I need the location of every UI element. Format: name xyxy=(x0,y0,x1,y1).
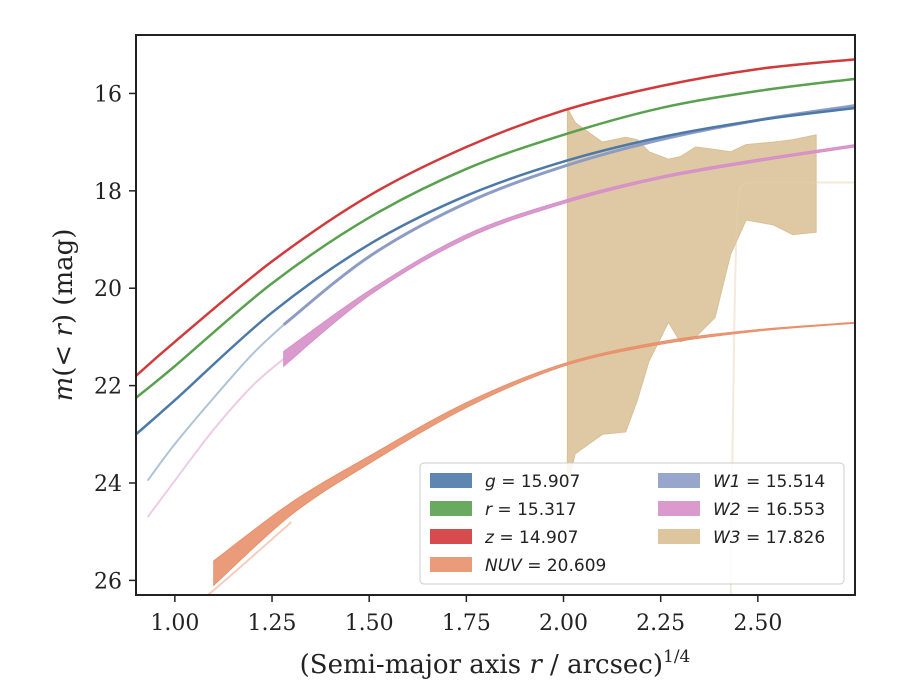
x-tick-label: 2.25 xyxy=(636,611,685,636)
legend-label-w3: W3 = 17.826 xyxy=(713,528,825,548)
legend-label-r: r = 15.317 xyxy=(485,500,577,520)
y-tick-label: 26 xyxy=(94,569,122,594)
y-tick-label: 22 xyxy=(94,375,122,400)
legend-label-w2: W2 = 16.553 xyxy=(713,500,825,520)
legend: g = 15.907 r = 15.317 z = 14.907 NUV = 20.6… xyxy=(419,462,845,585)
series-nuv-model xyxy=(206,521,293,595)
y-tick-label: 18 xyxy=(94,180,122,205)
legend-box xyxy=(419,462,845,585)
legend-label-g: g = 15.907 xyxy=(485,472,580,492)
axis-ticks: 1.00 1.25 1.50 1.75 2.00 2.25 2.50 16 18 20 22 24 26 xyxy=(94,82,782,636)
series-z-14-907 xyxy=(136,58,855,377)
legend-label-w1: W1 = 15.514 xyxy=(713,472,825,492)
series-w3-17-826 xyxy=(566,107,817,488)
plot-area xyxy=(136,58,855,595)
y-axis-label: m(< r) (mag) xyxy=(49,229,79,402)
series-g-model xyxy=(146,324,285,482)
series-w2-model xyxy=(146,358,285,518)
series-w2-16-553 xyxy=(283,144,855,368)
x-tick-label: 1.00 xyxy=(150,611,199,636)
series-g-15-907 xyxy=(136,106,855,436)
legend-swatch-nuv xyxy=(430,557,472,572)
legend-label-z: z = 14.907 xyxy=(484,528,578,548)
legend-swatch-w1 xyxy=(658,473,700,488)
legend-swatch-r xyxy=(430,501,472,516)
legend-swatch-w3 xyxy=(658,529,700,544)
x-tick-label: 1.25 xyxy=(248,611,297,636)
y-tick-label: 24 xyxy=(94,472,122,497)
x-tick-label: 2.50 xyxy=(733,611,782,636)
legend-label-nuv: NUV = 20.609 xyxy=(485,556,606,576)
y-tick-label: 16 xyxy=(94,82,122,107)
series-nuv-20-609 xyxy=(213,321,855,587)
legend-swatch-g xyxy=(430,473,472,488)
x-axis-label: (Semi-major axis r / arcsec)1/4 xyxy=(300,647,691,680)
series-w3-model xyxy=(729,180,855,595)
y-tick-label: 20 xyxy=(94,277,122,302)
x-tick-label: 1.50 xyxy=(345,611,394,636)
series-r-15-317 xyxy=(136,77,855,399)
legend-swatch-z xyxy=(430,529,472,544)
legend-swatch-w2 xyxy=(658,501,700,516)
axes-frame xyxy=(135,34,856,596)
x-tick-label: 2.00 xyxy=(539,611,588,636)
x-tick-label: 1.75 xyxy=(442,611,491,636)
